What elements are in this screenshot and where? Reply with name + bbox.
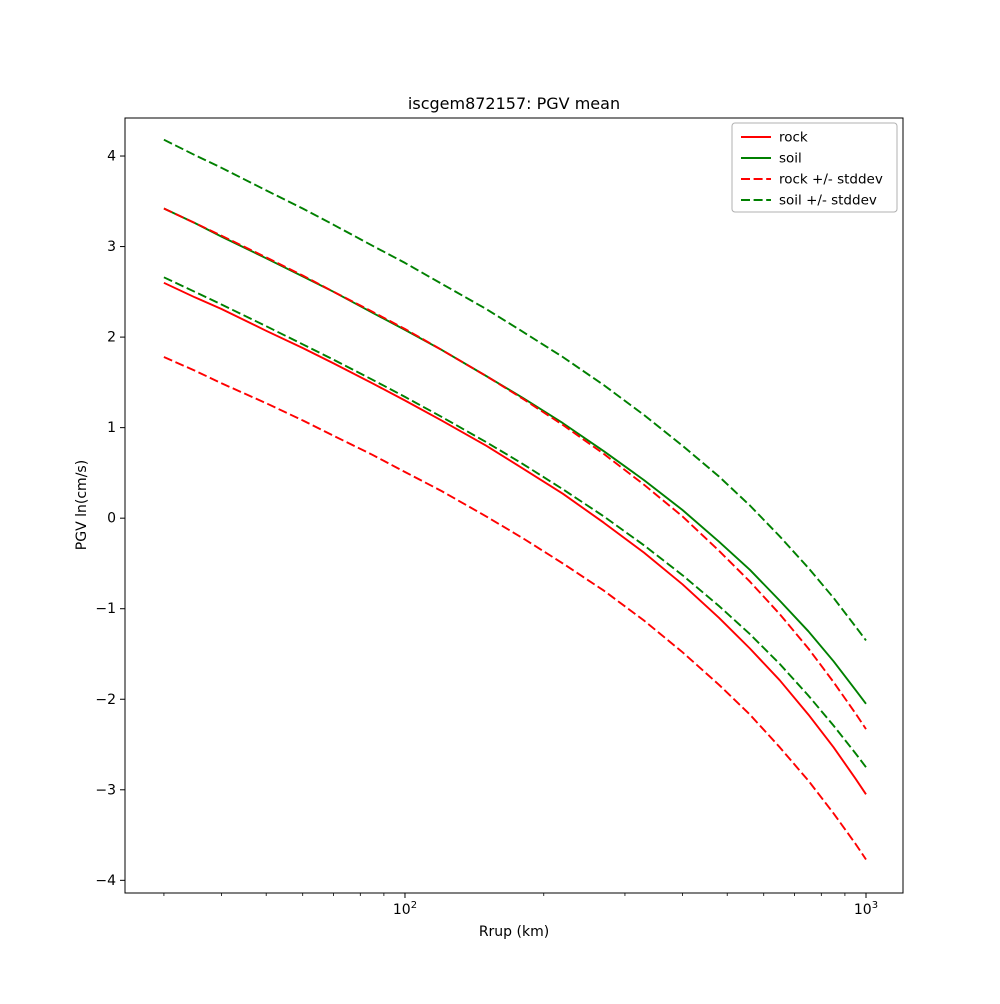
legend-entry-label: soil — [779, 151, 802, 167]
series-rock-stddev — [163, 356, 867, 861]
legend: rock soil rock +/- stddev soil +/- stddev — [731, 122, 898, 213]
series-rock-stddev — [163, 207, 867, 730]
y-tick-label: −2 — [95, 692, 116, 708]
x-tick-label: 103 — [854, 900, 878, 918]
series-soil — [163, 207, 867, 705]
axis-tick-labels: 4 3 2 1 0 −1 −2 −3 −4 102 103 — [95, 149, 878, 918]
x-tick-label: 102 — [393, 900, 417, 918]
chart-title: iscgem872157: PGV mean — [408, 94, 620, 113]
chart-series — [163, 138, 867, 861]
y-tick-label: −3 — [95, 782, 116, 798]
y-tick-label: 2 — [107, 330, 116, 346]
legend-entry: soil +/- stddev — [741, 193, 877, 209]
y-tick-label: 3 — [107, 239, 116, 255]
y-tick-label: 1 — [107, 420, 116, 436]
legend-entry: rock +/- stddev — [741, 172, 883, 188]
series-soil-stddev — [163, 276, 867, 768]
legend-entry-label: soil +/- stddev — [779, 193, 877, 209]
axes-frame — [124, 117, 904, 894]
y-tick-label: 0 — [107, 511, 116, 527]
axis-ticks — [120, 155, 867, 898]
legend-entry: soil — [741, 151, 802, 167]
legend-entry-label: rock — [779, 130, 808, 146]
y-axis-label: PGV ln(cm/s) — [74, 460, 90, 550]
legend-entry-label: rock +/- stddev — [779, 172, 883, 188]
x-axis-label: Rrup (km) — [479, 924, 549, 940]
legend-frame — [731, 122, 898, 213]
y-tick-label: 4 — [107, 149, 116, 165]
y-tick-label: −4 — [95, 873, 116, 889]
series-rock — [163, 281, 867, 795]
legend-entry: rock — [741, 130, 808, 146]
y-tick-label: −1 — [95, 601, 116, 617]
series-soil-stddev — [163, 138, 867, 641]
